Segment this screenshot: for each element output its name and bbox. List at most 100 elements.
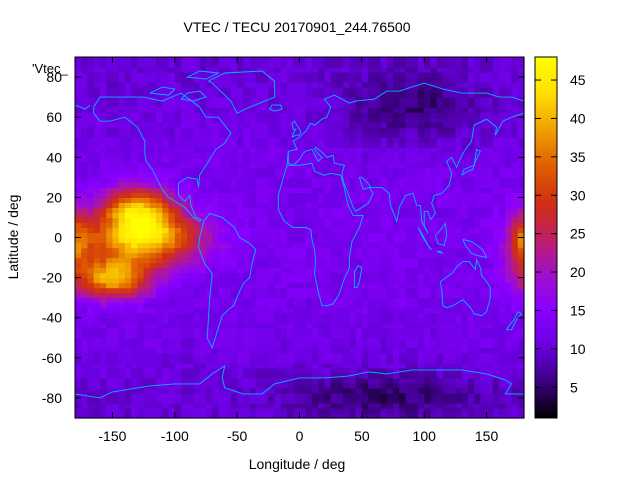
- heatmap-cell: [305, 287, 313, 294]
- heatmap-cell: [461, 132, 469, 138]
- heatmap-cell: [430, 257, 438, 264]
- heatmap-cell: [75, 87, 82, 93]
- heatmap-cell: [274, 297, 282, 304]
- heatmap-cell: [380, 162, 388, 168]
- heatmap-cell: [343, 82, 350, 88]
- heatmap-cell: [181, 147, 188, 153]
- heatmap-cell: [255, 157, 263, 163]
- heatmap-cell: [112, 112, 120, 118]
- heatmap-cell: [405, 132, 413, 138]
- heatmap-cell: [249, 402, 257, 409]
- heatmap-cell: [368, 87, 375, 93]
- heatmap-cell: [343, 267, 350, 274]
- heatmap-cell: [499, 307, 506, 314]
- heatmap-cell: [162, 277, 170, 284]
- heatmap-cell: [293, 187, 301, 193]
- heatmap-cell: [187, 302, 195, 309]
- heatmap-cell: [411, 127, 419, 133]
- heatmap-cell: [131, 132, 138, 138]
- heatmap-cell: [218, 67, 226, 73]
- heatmap-cell: [93, 222, 101, 229]
- heatmap-cell: [106, 252, 114, 259]
- heatmap-cell: [287, 377, 294, 384]
- heatmap-cell: [480, 337, 488, 344]
- heatmap-cell: [255, 282, 263, 289]
- heatmap-cell: [237, 107, 244, 113]
- heatmap-cell: [112, 202, 120, 209]
- heatmap-cell: [449, 177, 457, 183]
- heatmap-cell: [274, 147, 282, 153]
- heatmap-cell: [162, 377, 170, 384]
- heatmap-cell: [87, 227, 95, 234]
- heatmap-cell: [93, 112, 101, 118]
- heatmap-cell: [118, 142, 126, 148]
- heatmap-cell: [467, 177, 475, 183]
- heatmap-cell: [218, 112, 226, 118]
- heatmap-cell: [224, 192, 232, 198]
- heatmap-cell: [131, 252, 138, 259]
- heatmap-cell: [499, 412, 506, 419]
- heatmap-cell: [230, 142, 238, 148]
- heatmap-cell: [81, 192, 89, 198]
- heatmap-cell: [255, 342, 263, 349]
- heatmap-cell: [430, 262, 438, 269]
- heatmap-cell: [193, 67, 201, 73]
- heatmap-cell: [124, 127, 132, 133]
- heatmap-cell: [330, 87, 338, 93]
- heatmap-cell: [442, 407, 450, 414]
- heatmap-cell: [287, 122, 294, 128]
- heatmap-cell: [243, 127, 251, 133]
- heatmap-cell: [243, 87, 251, 93]
- heatmap-cell: [486, 97, 494, 103]
- heatmap-cell: [193, 257, 201, 264]
- heatmap-cell: [442, 332, 450, 339]
- heatmap-cell: [305, 162, 313, 168]
- heatmap-cell: [386, 282, 394, 289]
- heatmap-cell: [305, 172, 313, 178]
- heatmap-cell: [93, 237, 101, 244]
- heatmap-cell: [305, 187, 313, 193]
- heatmap-cell: [380, 197, 388, 203]
- heatmap-cell: [492, 272, 500, 279]
- heatmap-cell: [492, 102, 500, 108]
- heatmap-cell: [280, 352, 288, 359]
- heatmap-cell: [174, 112, 182, 118]
- heatmap-cell: [262, 287, 269, 294]
- heatmap-cell: [280, 192, 288, 198]
- heatmap-cell: [449, 372, 457, 379]
- heatmap-cell: [411, 297, 419, 304]
- heatmap-cell: [399, 202, 407, 209]
- heatmap-cell: [224, 407, 232, 414]
- heatmap-cell: [181, 337, 188, 344]
- heatmap-cell: [486, 87, 494, 93]
- heatmap-cell: [218, 267, 226, 274]
- heatmap-cell: [187, 247, 195, 254]
- heatmap-cell: [411, 332, 419, 339]
- heatmap-cell: [249, 127, 257, 133]
- heatmap-cell: [455, 227, 463, 234]
- heatmap-cell: [174, 167, 182, 173]
- heatmap-cell: [368, 142, 375, 148]
- heatmap-cell: [455, 92, 463, 98]
- heatmap-cell: [174, 197, 182, 203]
- heatmap-cell: [149, 67, 157, 73]
- heatmap-cell: [405, 72, 413, 78]
- heatmap-cell: [455, 147, 463, 153]
- heatmap-cell: [174, 222, 182, 229]
- heatmap-cell: [486, 327, 494, 334]
- heatmap-cell: [374, 57, 382, 63]
- heatmap-cell: [212, 227, 220, 234]
- heatmap-cell: [87, 317, 95, 324]
- heatmap-cell: [455, 392, 463, 399]
- heatmap-cell: [424, 247, 432, 254]
- heatmap-cell: [156, 137, 163, 143]
- heatmap-cell: [118, 342, 126, 349]
- heatmap-cell: [455, 207, 463, 214]
- heatmap-cell: [87, 302, 95, 309]
- heatmap-cell: [255, 307, 263, 314]
- heatmap-cell: [131, 172, 138, 178]
- heatmap-cell: [237, 382, 244, 389]
- heatmap-cell: [75, 377, 82, 384]
- heatmap-cell: [393, 352, 400, 359]
